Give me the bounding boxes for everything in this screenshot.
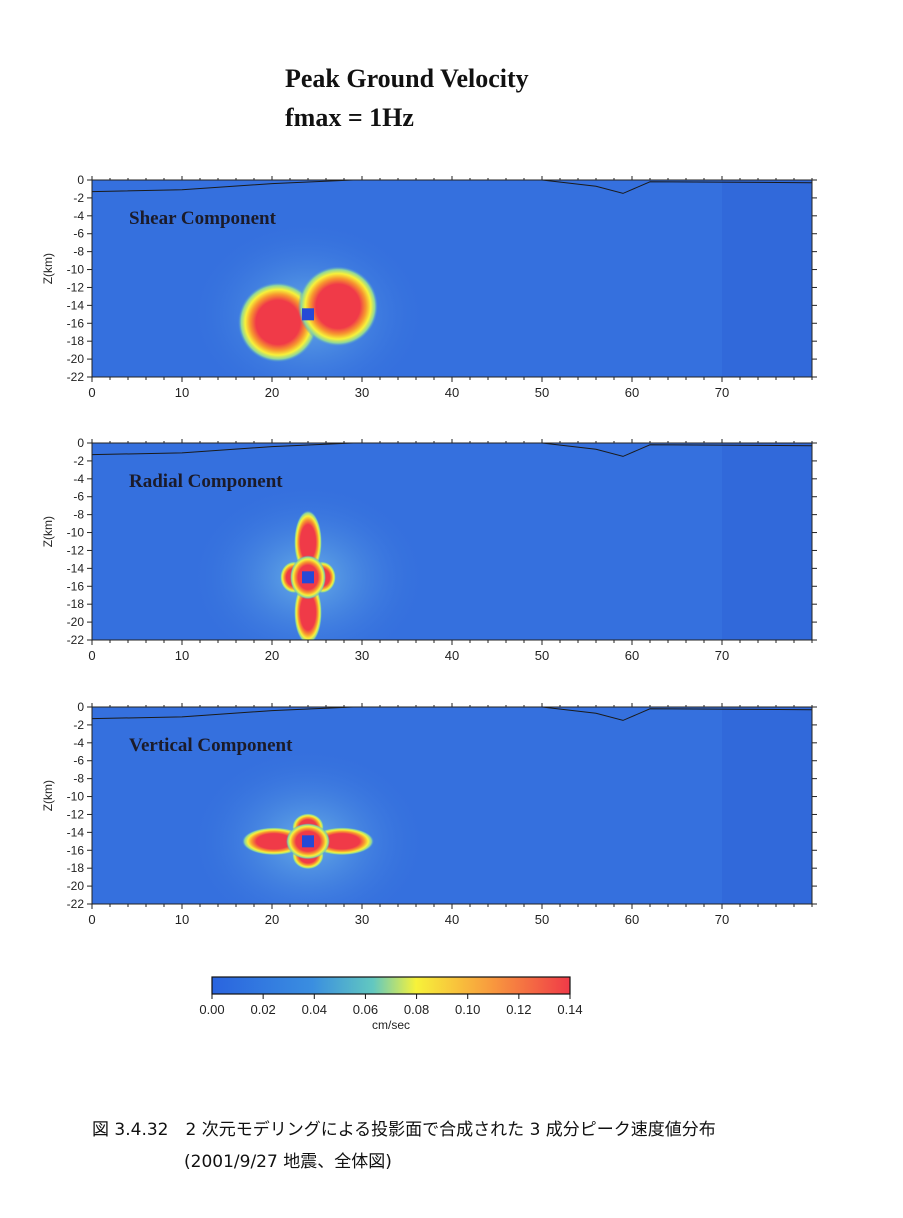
x-tick-label: 20 xyxy=(265,648,279,663)
far-field-band xyxy=(722,443,812,640)
component-title: Shear Component xyxy=(129,208,277,229)
colorbar-tick-label: 0.08 xyxy=(404,1002,429,1017)
source-marker xyxy=(302,308,314,321)
heatmap-content xyxy=(188,443,812,640)
y-tick-label: -10 xyxy=(67,526,85,540)
radiation-lobe-1 xyxy=(238,282,318,363)
y-tick-label: -6 xyxy=(73,490,84,504)
y-tick-label: -4 xyxy=(73,472,84,486)
x-tick-label: 10 xyxy=(175,385,189,400)
colorbar: 0.00 0.02 0.04 0.06 0.08 0.10 0.12 0.14 cm/sec xyxy=(199,976,583,1032)
source-marker xyxy=(302,571,314,584)
x-tick-label: 30 xyxy=(355,385,369,400)
y-tick-label: -16 xyxy=(67,579,85,593)
y-tick-label: -14 xyxy=(67,825,85,839)
x-tick-label: 0 xyxy=(88,385,95,400)
figure-title-line1: Peak Ground Velocity xyxy=(285,64,529,93)
panel-1: 0 10 20 30 40 50 60 70 0 -2 -4 -6 -8 -10 -12 -14 -16 -18 -… xyxy=(41,173,817,400)
y-tick-label: -18 xyxy=(67,861,85,875)
y-tick-label: -10 xyxy=(67,790,85,804)
x-tick-label: 20 xyxy=(265,385,279,400)
y-tick-label: -16 xyxy=(67,316,85,330)
x-tick-label: 10 xyxy=(175,648,189,663)
y-tick-label: -14 xyxy=(67,298,85,312)
y-tick-label: 0 xyxy=(77,173,84,187)
x-tick-label: 40 xyxy=(445,912,459,927)
x-tick-label: 70 xyxy=(715,648,729,663)
y-tick-label: -22 xyxy=(67,897,85,911)
y-tick-label: -20 xyxy=(67,879,85,893)
y-tick-label: -2 xyxy=(73,454,84,468)
colorbar-tick-label: 0.14 xyxy=(557,1002,582,1017)
y-axis-label: Z(km) xyxy=(41,780,55,811)
x-tick-label: 70 xyxy=(715,912,729,927)
y-tick-label: -4 xyxy=(73,736,84,750)
y-axis-label: Z(km) xyxy=(41,253,55,284)
colorbar-tick-label: 0.12 xyxy=(506,1002,531,1017)
y-tick-label: -2 xyxy=(73,191,84,205)
x-tick-label: 40 xyxy=(445,648,459,663)
x-tick-label: 30 xyxy=(355,912,369,927)
y-tick-label: -12 xyxy=(67,280,85,294)
colorbar-tick-label: 0.02 xyxy=(250,1002,275,1017)
x-tick-label: 70 xyxy=(715,385,729,400)
y-tick-label: -8 xyxy=(73,772,84,786)
y-tick-label: -22 xyxy=(67,633,85,647)
y-tick-label: -10 xyxy=(67,263,85,277)
x-tick-label: 40 xyxy=(445,385,459,400)
y-axis-label: Z(km) xyxy=(41,516,55,547)
x-tick-label: 0 xyxy=(88,912,95,927)
component-title: Vertical Component xyxy=(129,735,293,756)
y-tick-label: -14 xyxy=(67,561,85,575)
far-field-band xyxy=(722,180,812,377)
colorbar-tick-label: 0.04 xyxy=(302,1002,327,1017)
far-field-band xyxy=(722,707,812,904)
y-tick-label: -8 xyxy=(73,245,84,259)
y-tick-label: -18 xyxy=(67,334,85,348)
component-title: Radial Component xyxy=(129,471,283,492)
y-tick-label: -6 xyxy=(73,227,84,241)
colorbar-gradient xyxy=(211,976,571,995)
colorbar-unit-label: cm/sec xyxy=(372,1018,410,1032)
x-tick-label: 50 xyxy=(535,648,549,663)
caption-line1: 図 3.4.32 2 次元モデリングによる投影面で合成された 3 成分ピーク速度… xyxy=(92,1120,716,1140)
caption-line2: (2001/9/27 地震、全体図) xyxy=(184,1152,392,1172)
y-tick-label: 0 xyxy=(77,436,84,450)
x-tick-label: 50 xyxy=(535,385,549,400)
y-tick-label: 0 xyxy=(77,700,84,714)
y-tick-label: -12 xyxy=(67,807,85,821)
colorbar-tick-label: 0.00 xyxy=(199,1002,224,1017)
y-tick-label: -22 xyxy=(67,370,85,384)
x-tick-label: 50 xyxy=(535,912,549,927)
heatmap-content xyxy=(188,180,812,377)
x-tick-label: 60 xyxy=(625,385,639,400)
x-tick-label: 30 xyxy=(355,648,369,663)
x-tick-label: 10 xyxy=(175,912,189,927)
y-tick-label: -20 xyxy=(67,352,85,366)
y-tick-label: -12 xyxy=(67,543,85,557)
y-tick-label: -8 xyxy=(73,508,84,522)
x-tick-label: 60 xyxy=(625,648,639,663)
x-tick-label: 20 xyxy=(265,912,279,927)
radiation-lobe-2 xyxy=(298,266,378,347)
y-tick-label: -20 xyxy=(67,615,85,629)
colorbar-tick-label: 0.06 xyxy=(353,1002,378,1017)
y-tick-label: -2 xyxy=(73,718,84,732)
y-tick-label: -16 xyxy=(67,843,85,857)
x-tick-label: 60 xyxy=(625,912,639,927)
y-tick-label: -6 xyxy=(73,754,84,768)
y-tick-label: -4 xyxy=(73,209,84,223)
panel-3: 0 10 20 30 40 50 60 70 0 -2 -4 -6 -8 -10 -12 -14 -16 -18 -… xyxy=(41,700,817,927)
colorbar-tick-label: 0.10 xyxy=(455,1002,480,1017)
source-marker xyxy=(302,835,314,848)
figure-title-line2: fmax = 1Hz xyxy=(285,103,414,132)
panel-2: 0 10 20 30 40 50 60 70 0 -2 -4 -6 -8 -10 -12 -14 -16 -18 -… xyxy=(41,436,817,663)
y-tick-label: -18 xyxy=(67,597,85,611)
x-tick-label: 0 xyxy=(88,648,95,663)
